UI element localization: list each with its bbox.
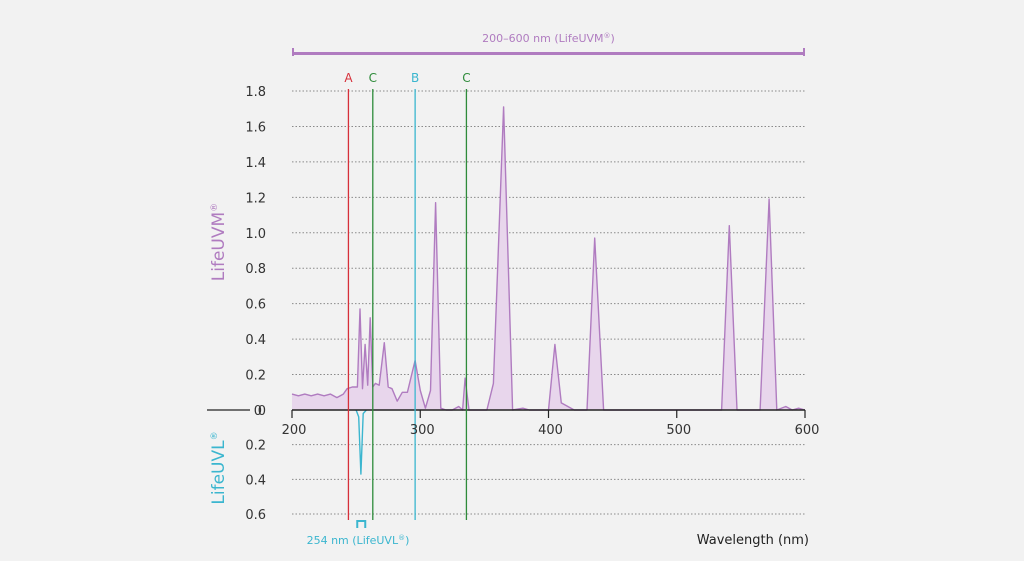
range-bar-end-right — [803, 48, 805, 56]
y-tick-label-upper: 0.4 — [245, 333, 266, 348]
y-tick-label-upper: 1.8 — [245, 85, 266, 100]
upper-axis-label-text: LifeUVM — [209, 212, 229, 281]
grid-lines — [292, 90, 805, 515]
upper-axis-label-mark: ® — [210, 203, 220, 212]
y-tick-label-lower: 0.4 — [245, 473, 266, 488]
y-tick-label-upper: 1.0 — [245, 227, 266, 242]
y-tick-label-lower: 0.2 — [245, 439, 266, 454]
lower-axis-label-mark: ® — [210, 431, 220, 440]
marker-label: A — [344, 71, 353, 85]
x-tick-label: 300 — [410, 423, 435, 438]
x-tick-label: 500 — [666, 423, 691, 438]
y-tick-label-upper: 0.6 — [245, 298, 266, 313]
x-axis-label: Wavelength (nm) — [697, 533, 809, 548]
range-bar-label: 200–600 nm (LifeUVM®) — [482, 32, 615, 45]
y-tick-label-upper: 0.2 — [245, 369, 266, 384]
marker-label: C — [369, 71, 377, 85]
range-bar-label-end: ) — [611, 32, 615, 45]
labels: 0 0.2 0.4 0.6 0.8 1.0 1.2 1.4 1.6 1.8 0.2 0.4 0.6 0 20… — [209, 32, 819, 548]
y-tick-label-upper: 1.4 — [245, 156, 266, 171]
lower-axis-label-text: LifeUVL — [209, 440, 229, 505]
point-label-mark: ® — [398, 534, 405, 542]
point-label-end: ) — [405, 534, 409, 547]
upper-axis-label: LifeUVM® — [209, 203, 229, 281]
lower-axis-label: LifeUVL® — [209, 431, 229, 504]
series-line-lower — [355, 409, 367, 475]
y-tick-label-upper: 1.6 — [245, 120, 266, 135]
x-tick-label: 200 — [282, 423, 307, 438]
marker-label: C — [462, 71, 470, 85]
axes — [207, 48, 806, 528]
y-tick-label-lower: 0.6 — [245, 508, 266, 523]
range-bar — [292, 52, 805, 55]
y-tick-label-upper: 0 — [258, 404, 266, 419]
y-tick-label-upper: 0.8 — [245, 262, 266, 277]
point-label: 254 nm (LifeUVL®) — [307, 534, 410, 547]
marker-label: B — [411, 71, 419, 85]
marker-lines — [347, 89, 468, 520]
point-label-text: 254 nm (LifeUVL — [307, 534, 399, 547]
y-tick-label-upper: 1.2 — [245, 191, 266, 206]
x-tick-label: 600 — [795, 423, 820, 438]
y-tick-label-zero: 0 — [254, 404, 262, 419]
range-bar-label-text: 200–600 nm (LifeUVM — [482, 32, 603, 45]
point-bracket — [356, 520, 367, 528]
range-bar-label-mark: ® — [604, 32, 611, 40]
x-tick-label: 400 — [538, 423, 563, 438]
range-bar-end-left — [292, 48, 294, 56]
